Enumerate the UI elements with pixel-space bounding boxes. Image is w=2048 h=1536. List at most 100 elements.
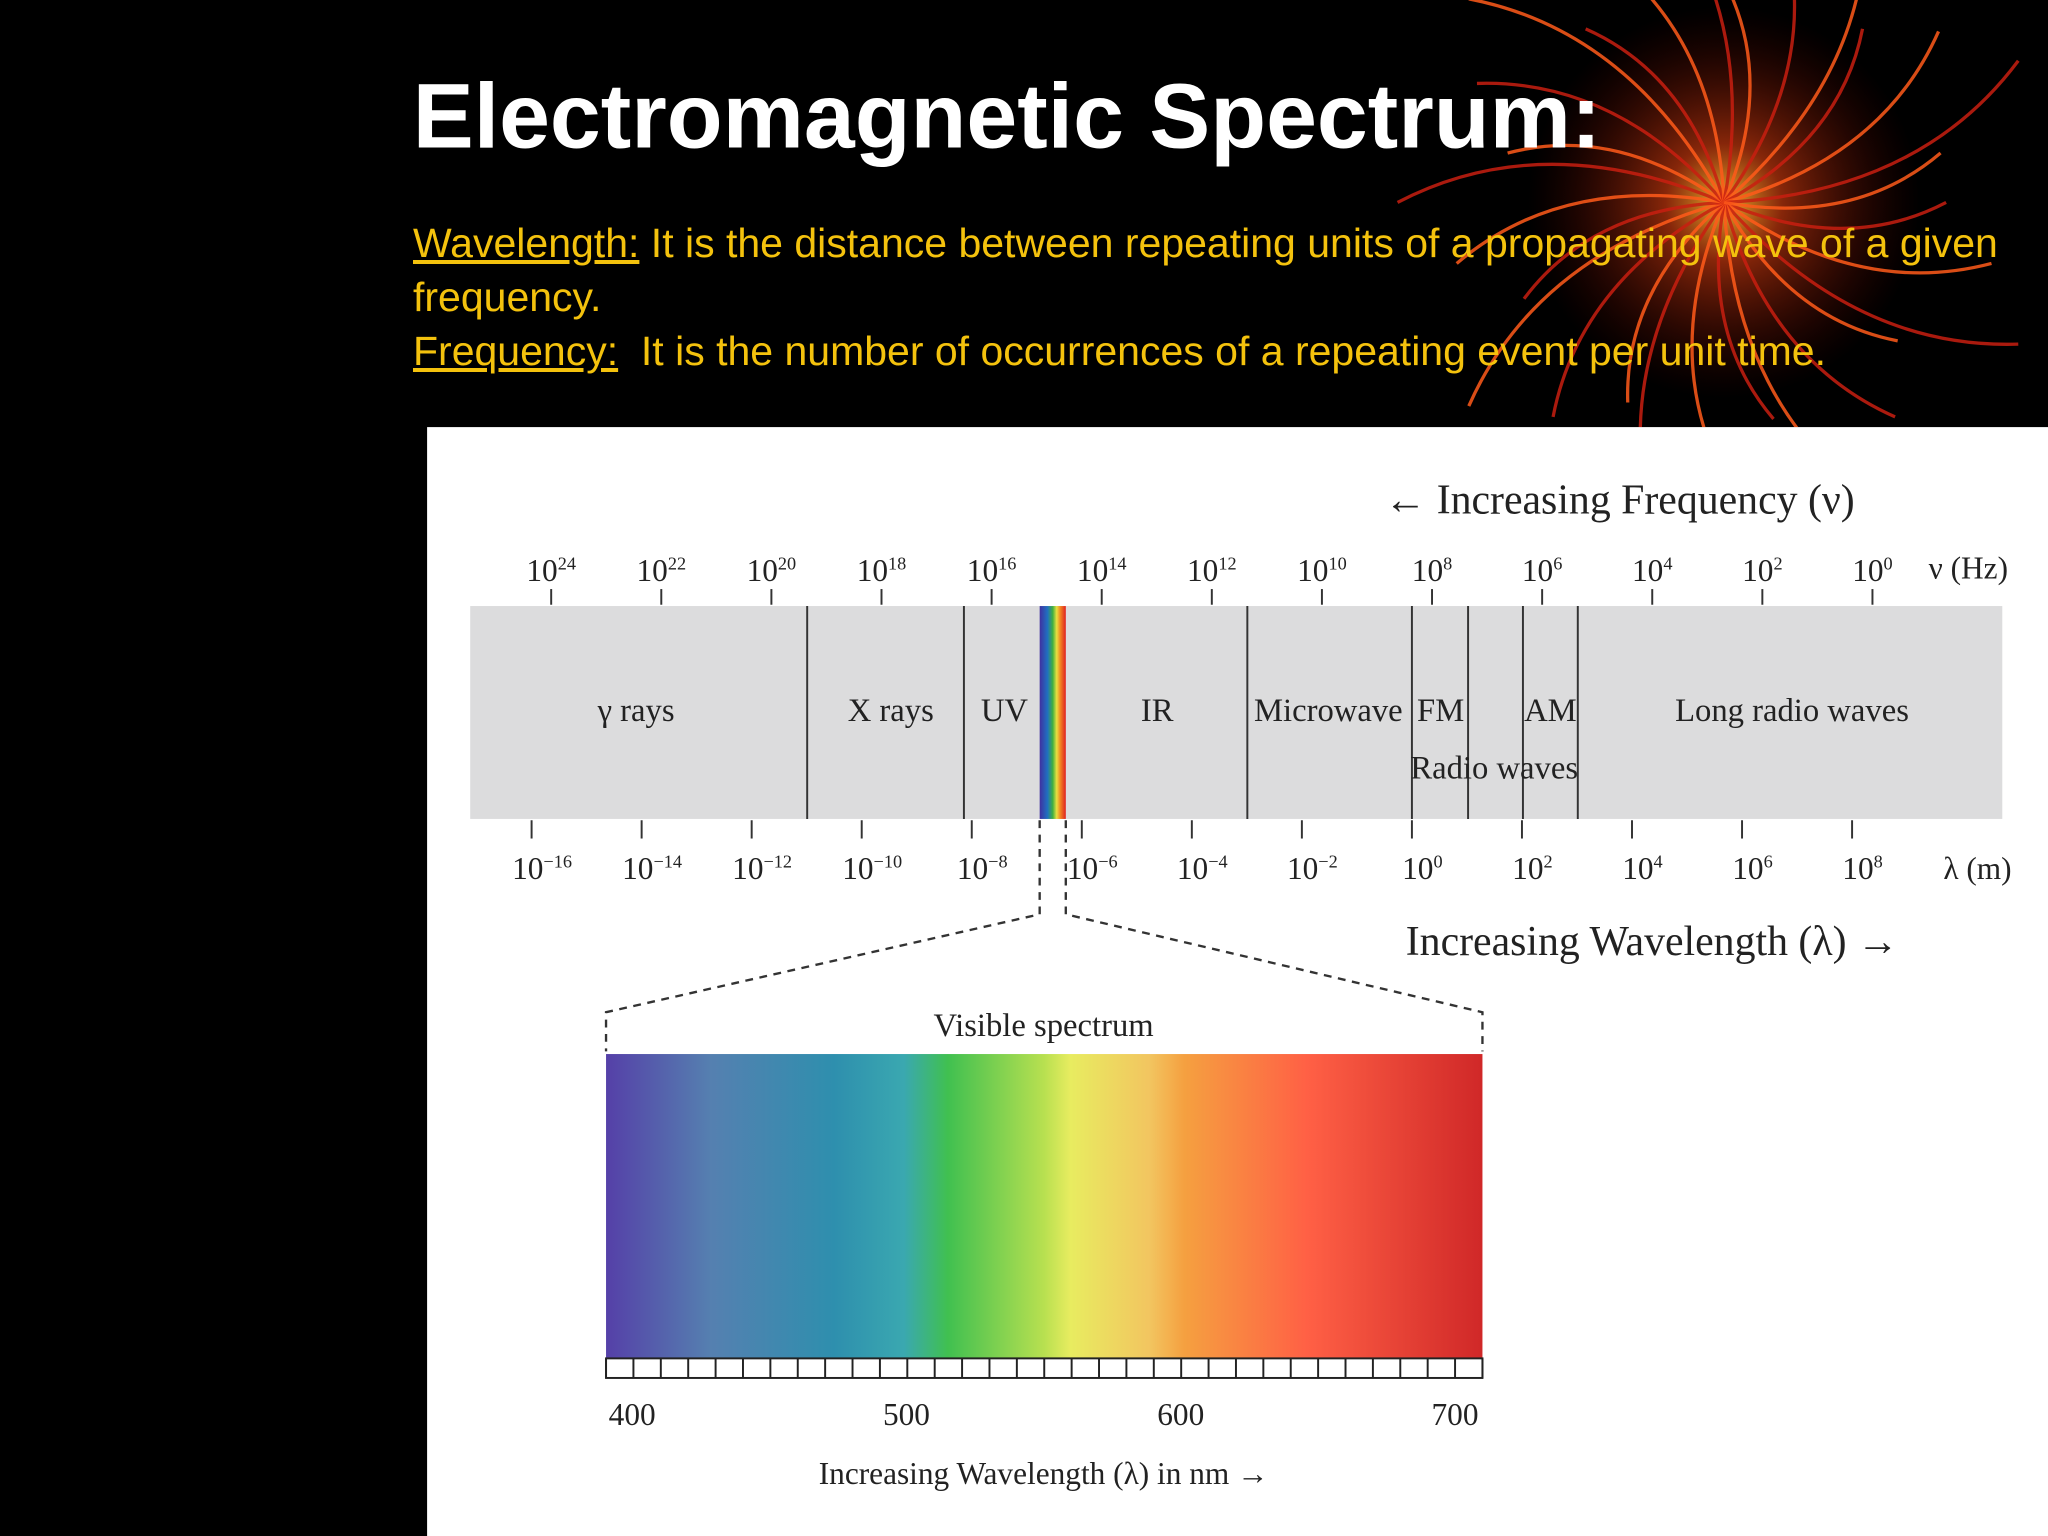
definition: Frequency: It is the number of occurrenc… <box>413 324 2013 378</box>
spectrum-bar <box>470 606 2003 819</box>
frequency-tick-label: 100 <box>1852 553 1892 588</box>
slide-title: Electromagnetic Spectrum: <box>413 66 1602 168</box>
frequency-tick-label: 1014 <box>1077 553 1127 588</box>
tick-exponent: 16 <box>998 553 1016 573</box>
tick-base: 10 <box>622 851 653 886</box>
diagram: ← Increasing Frequency (ν)1024 1022 1020 10… <box>470 477 2012 1491</box>
definition-term: Frequency: <box>413 328 619 374</box>
frequency-unit: ν (Hz) <box>1929 551 2008 586</box>
tick-exponent: −10 <box>874 851 903 871</box>
visible-tick-label: 700 <box>1432 1397 1479 1432</box>
decoration <box>1396 0 2020 428</box>
frequency-tick-label: 1022 <box>636 553 686 588</box>
wavelength-tick-label: 10−2 <box>1287 851 1338 886</box>
tick-base: 10 <box>1522 553 1553 588</box>
tick-exponent: −16 <box>543 851 572 871</box>
decoration-ray <box>1722 0 1752 204</box>
definitions: Wavelength: It is the distance between r… <box>413 216 2013 378</box>
decoration-ray <box>1467 200 1725 407</box>
decoration-ray <box>1723 30 1941 205</box>
frequency-tick-label: 1024 <box>526 553 576 588</box>
wavelength-tick-label: 104 <box>1622 851 1662 886</box>
decoration-ray <box>1722 0 1797 204</box>
tick-exponent: −6 <box>1098 851 1117 871</box>
tick-base: 10 <box>1742 553 1773 588</box>
decoration-ray <box>1723 200 1947 231</box>
tick-exponent: 2 <box>1544 851 1553 871</box>
wavelength-tick-label: 102 <box>1512 851 1552 886</box>
frequency-tick-label: 1020 <box>747 553 797 588</box>
wavelength-tick-label: 10−12 <box>732 851 792 886</box>
wavelength-tick-label: 108 <box>1842 851 1882 886</box>
tick-base: 10 <box>732 851 763 886</box>
decoration-ray <box>1468 0 1726 204</box>
decoration-ray <box>1723 201 1992 275</box>
zoom-guide <box>604 820 1041 1052</box>
tick-exponent: 10 <box>1328 553 1346 573</box>
decoration-ray <box>1724 59 2020 205</box>
frequency-tick-label: 1012 <box>1187 553 1237 588</box>
visible-strip <box>1039 606 1066 819</box>
tick-exponent: 14 <box>1108 553 1126 573</box>
decoration-ray <box>1723 28 1865 204</box>
tick-exponent: 8 <box>1443 553 1452 573</box>
tick-exponent: 4 <box>1654 851 1663 871</box>
decoration-ray <box>1584 27 1726 203</box>
tick-exponent: 18 <box>888 553 906 573</box>
tick-exponent: −12 <box>763 851 792 871</box>
frequency-tick-label: 1018 <box>857 553 907 588</box>
definition: Wavelength: It is the distance between r… <box>413 216 2013 324</box>
tick-exponent: 22 <box>668 553 686 573</box>
tick-exponent: −2 <box>1318 851 1337 871</box>
frequency-heading: ← Increasing Frequency (ν) <box>1384 477 1854 523</box>
tick-base: 10 <box>1622 851 1653 886</box>
decoration-ray <box>1722 201 1898 343</box>
tick-exponent: 8 <box>1874 851 1883 871</box>
band-label: γ rays <box>597 693 675 729</box>
wavelength-tick-label: 10−10 <box>842 851 902 886</box>
band-label: UV <box>981 693 1029 729</box>
visible-tick-label: 600 <box>1157 1397 1204 1432</box>
tick-exponent: −8 <box>988 851 1007 871</box>
wavelength-unit: λ (m) <box>1943 851 2011 886</box>
frequency-tick-label: 106 <box>1522 553 1562 588</box>
wavelength-tick-label: 10−6 <box>1067 851 1118 886</box>
tick-base: 10 <box>1512 851 1543 886</box>
tick-base: 10 <box>1177 851 1208 886</box>
definition-text: It is the number of occurrences of a rep… <box>640 328 1826 374</box>
tick-base: 10 <box>967 553 998 588</box>
tick-base: 10 <box>512 851 543 886</box>
tick-exponent: 24 <box>558 553 576 573</box>
decoration-ray <box>1722 202 1799 428</box>
tick-exponent: 6 <box>1764 851 1773 871</box>
visible-axis-label: Increasing Wavelength (λ) in nm → <box>819 1456 1269 1491</box>
band-label: FM <box>1417 693 1464 729</box>
tick-exponent: 12 <box>1218 553 1236 573</box>
tick-exponent: 2 <box>1773 553 1782 573</box>
wavelength-tick-label: 106 <box>1732 851 1772 886</box>
decoration-ray <box>1507 143 1726 204</box>
decoration-ray <box>1723 0 1858 204</box>
tick-base: 10 <box>1067 851 1098 886</box>
decoration-ray <box>1722 202 1896 419</box>
band-label: X rays <box>848 693 934 729</box>
tick-exponent: 4 <box>1663 553 1672 573</box>
tick-base: 10 <box>1632 553 1663 588</box>
frequency-tick-label: 104 <box>1632 553 1672 588</box>
tick-base: 10 <box>1077 553 1108 588</box>
band-label: Microwave <box>1254 693 1403 729</box>
frequency-tick-label: 102 <box>1742 553 1782 588</box>
definition-text: It is the distance between repeating uni… <box>413 220 1998 320</box>
tick-base: 10 <box>1187 553 1218 588</box>
tick-exponent: 20 <box>778 553 796 573</box>
frequency-tick-label: 1010 <box>1297 553 1347 588</box>
tick-base: 10 <box>1732 851 1763 886</box>
definition-term: Wavelength: <box>413 220 640 266</box>
zoom-guide <box>1064 820 1484 1052</box>
decoration-ray <box>1396 162 1725 204</box>
wavelength-tick-label: 10−4 <box>1177 851 1228 886</box>
wavelength-tick-label: 10−8 <box>957 851 1008 886</box>
decoration-ray <box>1714 0 1734 203</box>
decoration-ray <box>1690 201 1726 428</box>
